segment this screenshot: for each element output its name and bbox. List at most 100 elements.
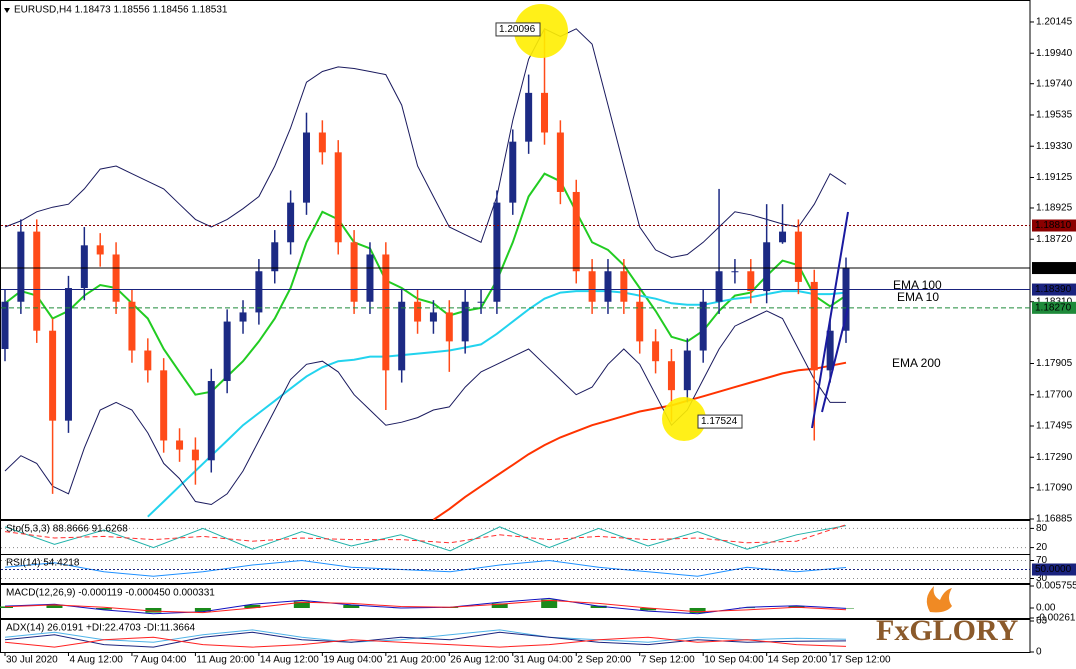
candle-body bbox=[112, 254, 120, 302]
x-tick-label: 19 Aug 04:00 bbox=[323, 655, 382, 666]
candle-body bbox=[842, 268, 850, 331]
candle-body bbox=[763, 242, 771, 292]
y-tick-label: 1.19330 bbox=[1036, 141, 1073, 152]
candle-body bbox=[588, 271, 596, 302]
candle-body bbox=[302, 132, 310, 203]
logo: FxGLORY bbox=[876, 614, 1019, 647]
candle-body bbox=[398, 301, 406, 371]
candle-body bbox=[96, 245, 104, 255]
candle-body bbox=[429, 312, 437, 322]
candle-body bbox=[176, 440, 184, 450]
y-tick-label: 1.17905 bbox=[1036, 358, 1073, 369]
candle-body bbox=[826, 330, 834, 371]
y-tick-label: 1.19940 bbox=[1036, 48, 1073, 59]
candle-body bbox=[477, 301, 485, 303]
annotation-label: 1.20096 bbox=[499, 24, 536, 35]
candle-body bbox=[445, 312, 453, 342]
plot-layer bbox=[0, 0, 1034, 656]
candle-body bbox=[572, 191, 580, 272]
x-tick-label: 2 Sep 20:00 bbox=[577, 655, 631, 666]
series-line bbox=[4, 597, 847, 615]
histogram-bar bbox=[590, 605, 607, 608]
candle-body bbox=[350, 242, 358, 302]
price-label: 1.18270 bbox=[1035, 302, 1072, 313]
histogram-bar bbox=[194, 607, 211, 612]
histogram-bar bbox=[46, 604, 63, 608]
candle-body bbox=[366, 254, 374, 302]
y-tick-label: 30 bbox=[1036, 573, 1048, 584]
candle-body bbox=[191, 449, 199, 461]
histogram-bar bbox=[293, 601, 310, 608]
histogram-bar bbox=[689, 607, 706, 613]
histogram-bar bbox=[739, 607, 756, 609]
y-tick-label: 1.17090 bbox=[1036, 482, 1073, 493]
x-tick-label: 14 Sep 20:00 bbox=[768, 655, 828, 666]
x-tick-label: 26 Aug 12:00 bbox=[450, 655, 509, 666]
y-tick-label: 1.19740 bbox=[1036, 78, 1073, 89]
annotation-label: 1.17524 bbox=[701, 416, 738, 427]
annotation-box bbox=[697, 414, 743, 429]
series-line bbox=[4, 629, 847, 643]
candle-body bbox=[223, 321, 231, 382]
series-line bbox=[4, 28, 847, 259]
price-label-box bbox=[1032, 301, 1076, 314]
candle-body bbox=[556, 132, 564, 192]
price-label: 1.18810 bbox=[1035, 220, 1072, 231]
y-tick-label: 1.16885 bbox=[1036, 514, 1073, 525]
y-tick-label: 70 bbox=[1036, 555, 1048, 566]
indicator-title: RSI(14) 54.4218 bbox=[6, 558, 80, 569]
candle-body bbox=[493, 202, 501, 302]
x-tick-label: 31 Aug 04:00 bbox=[514, 655, 573, 666]
x-tick-label: 11 Aug 20:00 bbox=[196, 655, 255, 666]
candle-body bbox=[652, 341, 660, 362]
indicator-title: MACD(12,26,9) -0.000119 -0.000450 0.0003… bbox=[6, 588, 215, 599]
candle-body bbox=[33, 231, 41, 331]
x-tick-label: 7 Sep 12:00 bbox=[641, 655, 695, 666]
candle-body bbox=[160, 370, 168, 441]
y-tick-label: 1.17290 bbox=[1036, 452, 1073, 463]
y-tick-label: -0.002618 bbox=[1036, 613, 1076, 624]
y-tick-label: 80 bbox=[1036, 523, 1048, 534]
series-label: EMA 10 bbox=[897, 290, 939, 304]
series-line bbox=[4, 310, 846, 506]
candle-body bbox=[80, 245, 88, 289]
y-tick-label: 1.17700 bbox=[1036, 389, 1073, 400]
y-tick-label: 63 bbox=[1036, 616, 1048, 627]
price-label-box bbox=[1032, 283, 1076, 296]
candle-body bbox=[461, 301, 469, 342]
collapse-icon bbox=[4, 8, 10, 13]
highlight-circle bbox=[662, 397, 706, 441]
candle-body bbox=[271, 242, 279, 272]
series-line bbox=[4, 525, 847, 552]
panel-frame bbox=[0, 619, 1031, 653]
highlight-circle bbox=[514, 4, 568, 58]
candle-body bbox=[17, 231, 25, 302]
series-line bbox=[4, 631, 847, 648]
y-tick-label: 1.19125 bbox=[1036, 172, 1073, 183]
candle-body bbox=[128, 301, 136, 351]
series-line bbox=[4, 636, 847, 648]
x-tick-label: 21 Aug 20:00 bbox=[387, 655, 446, 666]
candle-body bbox=[287, 202, 295, 243]
candle-body bbox=[1, 301, 9, 350]
candle-body bbox=[144, 350, 152, 371]
x-tick-label: 10 Sep 04:00 bbox=[704, 655, 764, 666]
series-line bbox=[4, 599, 847, 614]
panel-frame bbox=[0, 584, 1031, 619]
trend-line bbox=[821, 307, 849, 413]
x-tick-label: 17 Sep 12:00 bbox=[831, 655, 891, 666]
series-line bbox=[4, 524, 847, 544]
price-label-box bbox=[1032, 563, 1076, 576]
histogram-bar bbox=[343, 604, 360, 608]
y-tick-label: 0.005755 bbox=[1036, 581, 1076, 592]
candle-body bbox=[699, 301, 707, 351]
candle-body bbox=[207, 381, 215, 461]
candle-body bbox=[683, 350, 691, 391]
y-tick-label: 1.20145 bbox=[1036, 17, 1073, 28]
candle-body bbox=[731, 271, 739, 273]
price-label: 1.18390 bbox=[1035, 284, 1072, 295]
y-tick-label: 1.19535 bbox=[1036, 110, 1073, 121]
